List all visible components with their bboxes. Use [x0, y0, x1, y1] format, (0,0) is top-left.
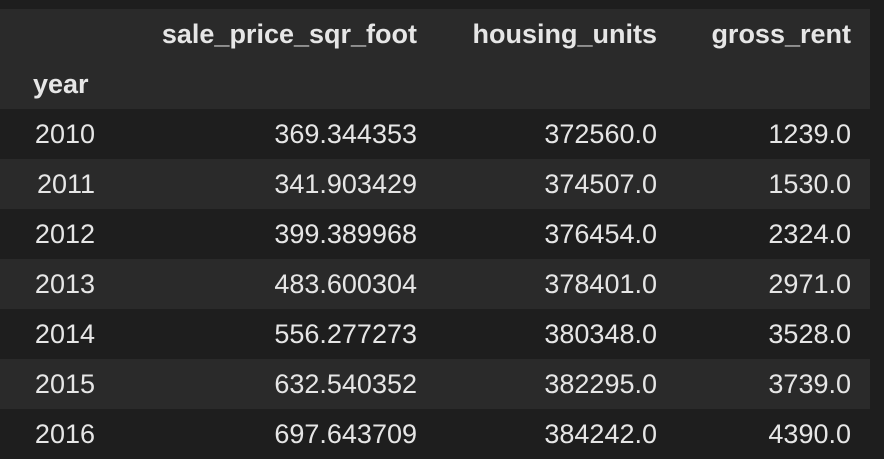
- row-index: 2016: [34, 419, 95, 449]
- index-name-label: year: [33, 69, 89, 99]
- cell-sale-price-sqr-foot: 399.389968: [274, 219, 417, 249]
- row-index: 2015: [34, 369, 95, 399]
- column-header-row: sale_price_sqr_foot housing_units gross_…: [0, 9, 870, 59]
- table-row: 2016 697.643709 384242.0 4390.0: [0, 409, 870, 459]
- row-index: 2010: [34, 119, 95, 149]
- cell-housing-units: 382295.0: [544, 369, 657, 399]
- cell-housing-units: 380348.0: [544, 319, 657, 349]
- cell-sale-price-sqr-foot: 483.600304: [274, 269, 417, 299]
- cell-gross-rent: 4390.0: [768, 419, 851, 449]
- cell-housing-units: 374507.0: [544, 169, 657, 199]
- cell-gross-rent: 2971.0: [768, 269, 851, 299]
- cell-gross-rent: 2324.0: [768, 219, 851, 249]
- table-row: 2010 369.344353 372560.0 1239.0: [0, 109, 870, 159]
- table-row: 2014 556.277273 380348.0 3528.0: [0, 309, 870, 359]
- cell-housing-units: 384242.0: [544, 419, 657, 449]
- cell-gross-rent: 1530.0: [768, 169, 851, 199]
- column-header-sale-price-sqr-foot: sale_price_sqr_foot: [161, 19, 417, 49]
- cell-housing-units: 378401.0: [544, 269, 657, 299]
- table-row: 2013 483.600304 378401.0 2971.0: [0, 259, 870, 309]
- row-index: 2014: [34, 319, 95, 349]
- cell-sale-price-sqr-foot: 697.643709: [274, 419, 417, 449]
- table-row: 2012 399.389968 376454.0 2324.0: [0, 209, 870, 259]
- cell-gross-rent: 1239.0: [768, 119, 851, 149]
- table-row: 2011 341.903429 374507.0 1530.0: [0, 159, 870, 209]
- table-row: 2015 632.540352 382295.0 3739.0: [0, 359, 870, 409]
- row-index: 2011: [36, 169, 95, 199]
- cell-sale-price-sqr-foot: 556.277273: [274, 319, 417, 349]
- column-header-gross-rent: gross_rent: [711, 19, 851, 49]
- cell-gross-rent: 3528.0: [768, 319, 851, 349]
- index-name-row: year: [0, 59, 870, 109]
- cell-sale-price-sqr-foot: 369.344353: [274, 119, 417, 149]
- row-index: 2012: [34, 219, 95, 249]
- column-header-housing-units: housing_units: [472, 19, 658, 49]
- cell-gross-rent: 3739.0: [768, 369, 851, 399]
- cell-housing-units: 376454.0: [544, 219, 657, 249]
- cell-sale-price-sqr-foot: 341.903429: [274, 169, 417, 199]
- cell-sale-price-sqr-foot: 632.540352: [274, 369, 417, 399]
- cell-housing-units: 372560.0: [544, 119, 657, 149]
- row-index: 2013: [34, 269, 95, 299]
